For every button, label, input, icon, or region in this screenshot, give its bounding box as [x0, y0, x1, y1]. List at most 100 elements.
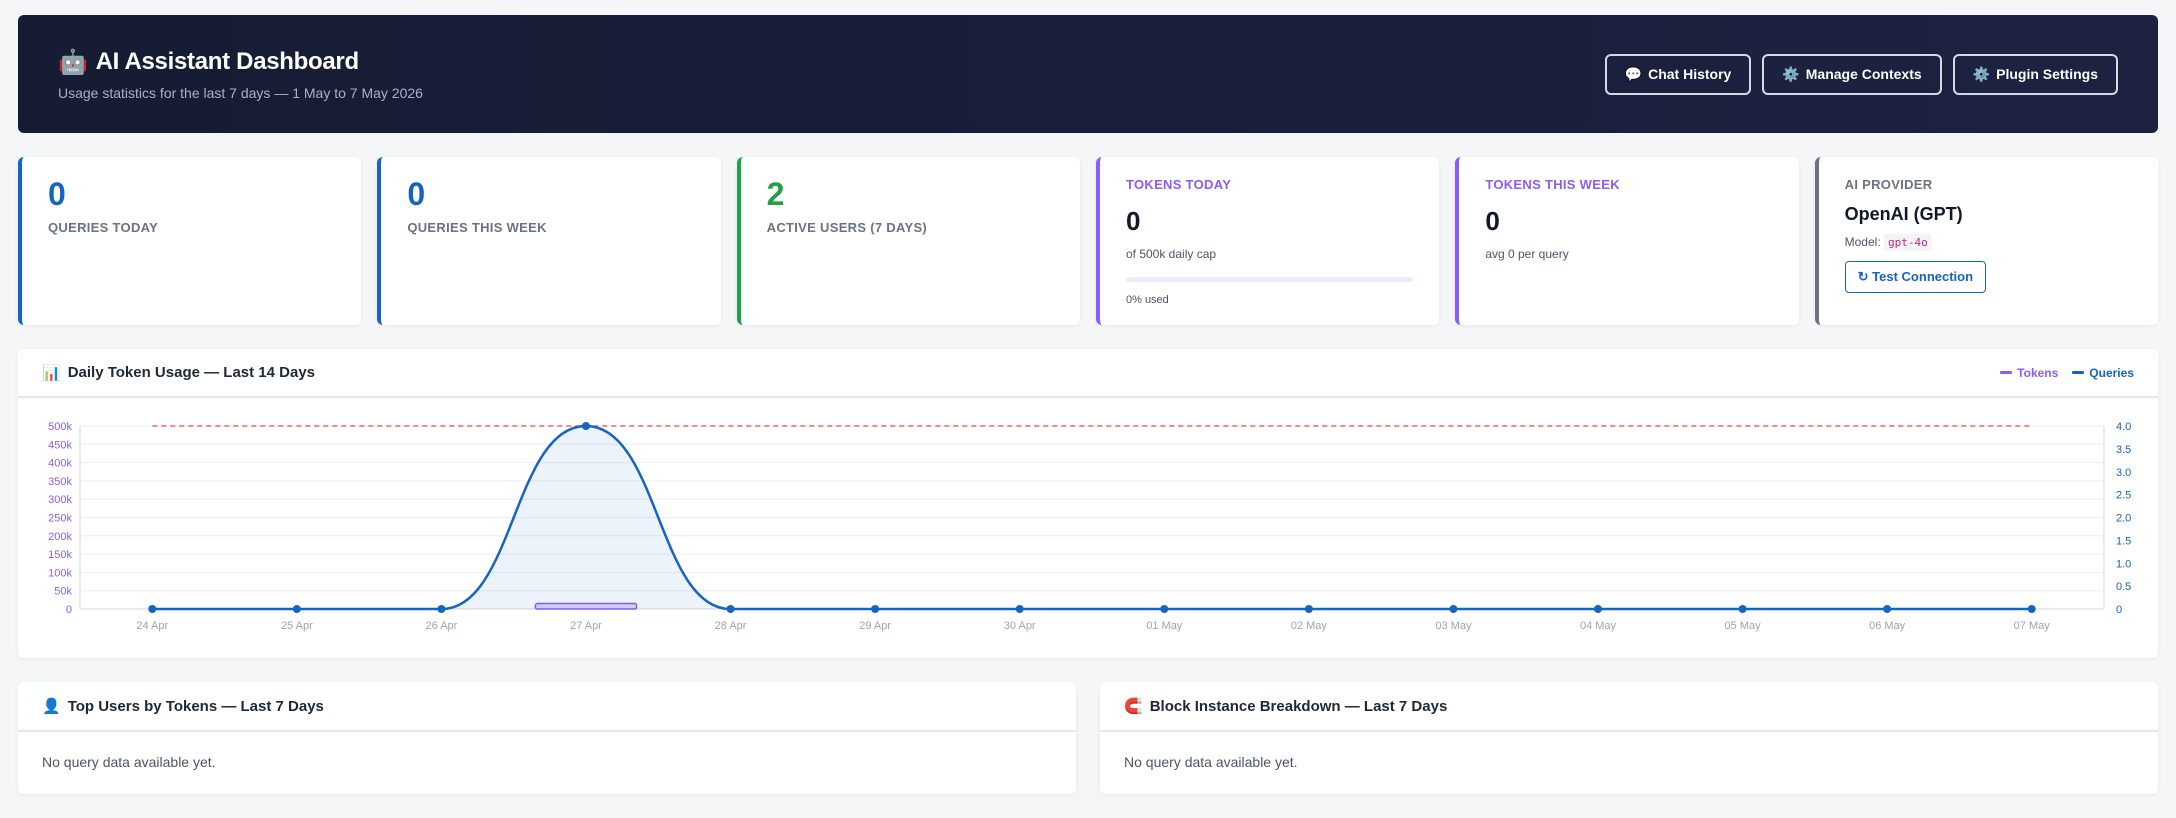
right-axis-tick-label: 4.0: [2116, 421, 2131, 433]
test-connection-button[interactable]: ↻ Test Connection: [1844, 261, 1987, 293]
user-icon: 👤: [42, 698, 61, 715]
left-axis-tick-label: 200k: [48, 531, 72, 543]
x-axis-tick-label: 06 May: [1869, 620, 1906, 632]
tokens-week-value: 0: [1485, 206, 1500, 236]
plugin-settings-button[interactable]: ⚙️ Plugin Settings: [1952, 53, 2118, 95]
queries-today-value: 0: [48, 176, 66, 212]
tokens-week-avg: avg 0 per query: [1485, 247, 1569, 261]
page-subtitle: Usage statistics for the last 7 days — 1…: [58, 84, 423, 101]
chart-legend: Tokens Queries: [2000, 366, 2134, 380]
x-axis-tick-label: 24 Apr: [136, 620, 168, 632]
chat-history-button[interactable]: 💬 Chat History: [1604, 53, 1752, 95]
queries-area: [152, 426, 2032, 609]
header-text: 🤖 AI Assistant Dashboard Usage statistic…: [58, 48, 423, 101]
queries-point: [1015, 605, 1024, 613]
legend-queries-swatch: [2072, 371, 2085, 374]
legend-tokens-label: Tokens: [2017, 365, 2059, 380]
left-axis-tick-label: 150k: [48, 549, 72, 561]
queries-point: [871, 605, 880, 613]
token-usage-title-text: Daily Token Usage — Last 14 Days: [67, 364, 316, 381]
legend-queries[interactable]: Queries: [2072, 366, 2134, 380]
legend-tokens-swatch: [2000, 371, 2013, 374]
ai-provider-card: AI PROVIDER OpenAI (GPT) Model: gpt-4o ↻…: [1814, 157, 2158, 325]
queries-week-label: QUERIES THIS WEEK: [407, 220, 547, 236]
bar-chart-icon: 📊: [42, 364, 61, 382]
right-axis-tick-label: 2.0: [2116, 513, 2131, 525]
ai-model-line: Model: gpt-4o: [1845, 234, 2132, 251]
manage-contexts-label: Manage Contexts: [1805, 66, 1922, 82]
page-title-text: AI Assistant Dashboard: [95, 48, 360, 75]
tokens-today-cap: of 500k daily cap: [1125, 247, 1217, 261]
right-axis-tick-label: 0.5: [2116, 581, 2131, 593]
ai-provider-label: AI PROVIDER: [1844, 177, 1933, 192]
stat-cards: 0 QUERIES TODAY 0 QUERIES THIS WEEK 2 AC…: [18, 157, 2158, 325]
ai-provider-name: OpenAI (GPT): [1844, 204, 1963, 224]
chat-history-label: Chat History: [1648, 66, 1732, 82]
active-users-value: 2: [766, 176, 785, 212]
page-title: 🤖 AI Assistant Dashboard: [58, 48, 423, 77]
queries-point: [1738, 605, 1747, 613]
token-usage-chart-svg: 0 50k 100k 150k 200k 250k 300k 350k 400k 450k 500k…: [48, 421, 2131, 632]
x-axis-tick-label: 01 May: [1146, 620, 1183, 632]
x-axis-tick-label: 26 Apr: [426, 620, 458, 632]
queries-point: [1883, 605, 1892, 613]
legend-tokens[interactable]: Tokens: [2000, 366, 2058, 380]
left-axis-tick-label: 400k: [48, 458, 72, 470]
test-connection-label: Test Connection: [1872, 269, 1974, 284]
top-users-empty: No query data available yet.: [42, 754, 216, 770]
tokens-today-card: TOKENS TODAY 0 of 500k daily cap 0% used: [1095, 157, 1440, 325]
block-breakdown-title: 🧲 Block Instance Breakdown — Last 7 Days: [1124, 697, 1448, 716]
robot-icon: 🤖: [58, 48, 88, 76]
left-axis-tick-label: 350k: [48, 476, 72, 488]
token-usage-title: 📊 Daily Token Usage — Last 14 Days: [42, 364, 315, 382]
x-axis-tick-label: 28 Apr: [715, 620, 747, 632]
x-axis-tick-label: 25 Apr: [281, 620, 313, 632]
manage-contexts-button[interactable]: ⚙️ Manage Contexts: [1762, 53, 1942, 95]
left-axis-tick-label: 250k: [48, 513, 72, 525]
left-axis-tick-label: 0: [66, 604, 72, 616]
x-axis-tick-label: 30 Apr: [1004, 620, 1036, 632]
bottom-panels: 👤 Top Users by Tokens — Last 7 Days No q…: [18, 682, 2158, 794]
legend-queries-label: Queries: [2089, 365, 2134, 380]
left-axis-tick-label: 300k: [48, 494, 72, 506]
queries-point: [726, 605, 735, 613]
queries-line: [152, 424, 2032, 611]
top-users-title-text: Top Users by Tokens — Last 7 Days: [67, 697, 324, 715]
queries-week-card: 0 QUERIES THIS WEEK: [377, 157, 721, 325]
top-users-header: 👤 Top Users by Tokens — Last 7 Days: [18, 682, 1076, 732]
top-users-title: 👤 Top Users by Tokens — Last 7 Days: [42, 697, 324, 716]
tokens-today-progress: [1125, 277, 1414, 282]
gear-icon: ⚙️: [1782, 65, 1800, 82]
tokens-today-value: 0: [1125, 206, 1141, 236]
block-breakdown-title-text: Block Instance Breakdown — Last 7 Days: [1149, 697, 1448, 715]
queries-point: [292, 605, 301, 613]
queries-today-card: 0 QUERIES TODAY: [18, 157, 362, 325]
queries-today-label: QUERIES TODAY: [48, 220, 159, 236]
model-name: gpt-4o: [1884, 234, 1932, 251]
left-axis-tick-label: 50k: [54, 586, 72, 598]
queries-point: [1160, 605, 1169, 613]
x-axis-tick-label: 07 May: [2014, 620, 2051, 632]
refresh-icon: ↻: [1857, 269, 1869, 284]
token-usage-panel: 📊 Daily Token Usage — Last 14 Days Token…: [18, 349, 2158, 658]
block-breakdown-empty: No query data available yet.: [1124, 754, 1298, 770]
plugin-settings-label: Plugin Settings: [1996, 66, 2098, 82]
x-axis-tick-label: 29 Apr: [859, 620, 891, 632]
queries-point: [148, 605, 157, 613]
right-axis-tick-label: 3.0: [2116, 467, 2131, 479]
left-axis-tick-label: 500k: [48, 421, 72, 433]
tokens-week-label: TOKENS THIS WEEK: [1485, 177, 1620, 192]
top-users-panel: 👤 Top Users by Tokens — Last 7 Days No q…: [18, 682, 1076, 794]
tokens-week-card: TOKENS THIS WEEK 0 avg 0 per query: [1455, 157, 1799, 325]
left-axis-tick-label: 450k: [48, 439, 72, 451]
speech-bubble-icon: 💬: [1624, 65, 1643, 82]
queries-point: [1594, 605, 1602, 613]
x-axis-tick-label: 02 May: [1291, 620, 1328, 632]
right-axis-tick-label: 1.5: [2116, 535, 2131, 547]
tokens-today-label: TOKENS TODAY: [1125, 177, 1232, 192]
header-actions: 💬 Chat History ⚙️ Manage Contexts ⚙️ Plu…: [1604, 53, 2118, 95]
right-axis-tick-label: 2.5: [2116, 490, 2131, 502]
magnet-icon: 🧲: [1124, 698, 1143, 715]
queries-point: [582, 422, 590, 430]
x-axis-tick-label: 05 May: [1725, 620, 1762, 632]
